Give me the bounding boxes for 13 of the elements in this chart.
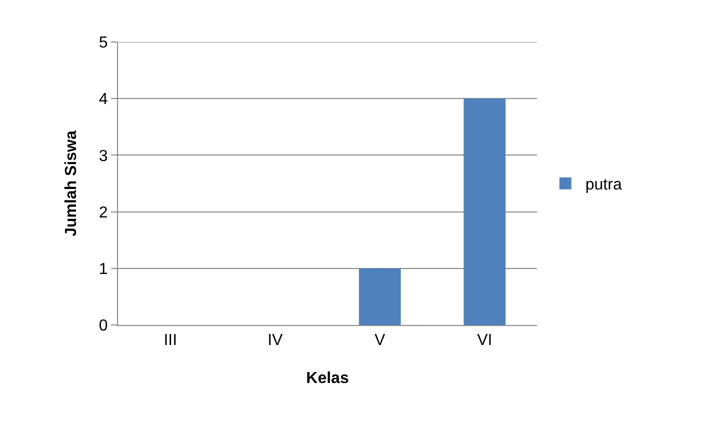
- y-tick-label: 4: [98, 91, 108, 108]
- x-axis-title: Kelas: [306, 370, 349, 387]
- x-tick-label: V: [374, 332, 386, 350]
- y-axis-title: Jumlah Siswa: [63, 130, 80, 236]
- y-tick-label: 1: [98, 261, 108, 278]
- y-tick-label: 5: [98, 34, 108, 52]
- x-tick-label: III: [164, 332, 178, 350]
- x-tick-label: IV: [268, 332, 284, 350]
- y-tick-label: 3: [98, 148, 108, 165]
- y-tick-label: 2: [98, 204, 108, 222]
- legend-label: putra: [585, 176, 622, 194]
- x-tick-label: VI: [477, 332, 492, 350]
- y-tick-label: 0: [98, 318, 108, 335]
